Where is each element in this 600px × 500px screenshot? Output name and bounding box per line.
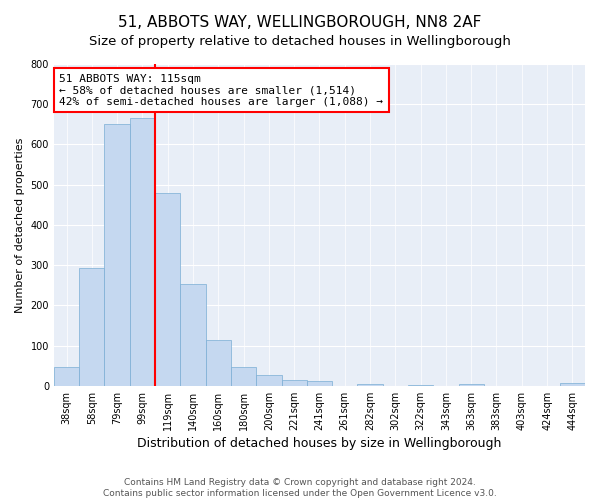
Bar [307,381,332,386]
Bar [155,192,181,386]
Bar [231,366,256,386]
Bar [458,384,484,386]
Bar [408,385,433,386]
Bar [130,118,155,386]
Text: 51 ABBOTS WAY: 115sqm
← 58% of detached houses are smaller (1,514)
42% of semi-d: 51 ABBOTS WAY: 115sqm ← 58% of detached … [59,74,383,107]
Bar [79,268,104,386]
X-axis label: Distribution of detached houses by size in Wellingborough: Distribution of detached houses by size … [137,437,502,450]
Text: Size of property relative to detached houses in Wellingborough: Size of property relative to detached ho… [89,35,511,48]
Y-axis label: Number of detached properties: Number of detached properties [15,137,25,312]
Bar [104,124,130,386]
Bar [560,384,585,386]
Bar [206,340,231,386]
Bar [181,284,206,386]
Bar [256,374,281,386]
Text: 51, ABBOTS WAY, WELLINGBOROUGH, NN8 2AF: 51, ABBOTS WAY, WELLINGBOROUGH, NN8 2AF [118,15,482,30]
Bar [54,367,79,386]
Bar [281,380,307,386]
Bar [358,384,383,386]
Text: Contains HM Land Registry data © Crown copyright and database right 2024.
Contai: Contains HM Land Registry data © Crown c… [103,478,497,498]
